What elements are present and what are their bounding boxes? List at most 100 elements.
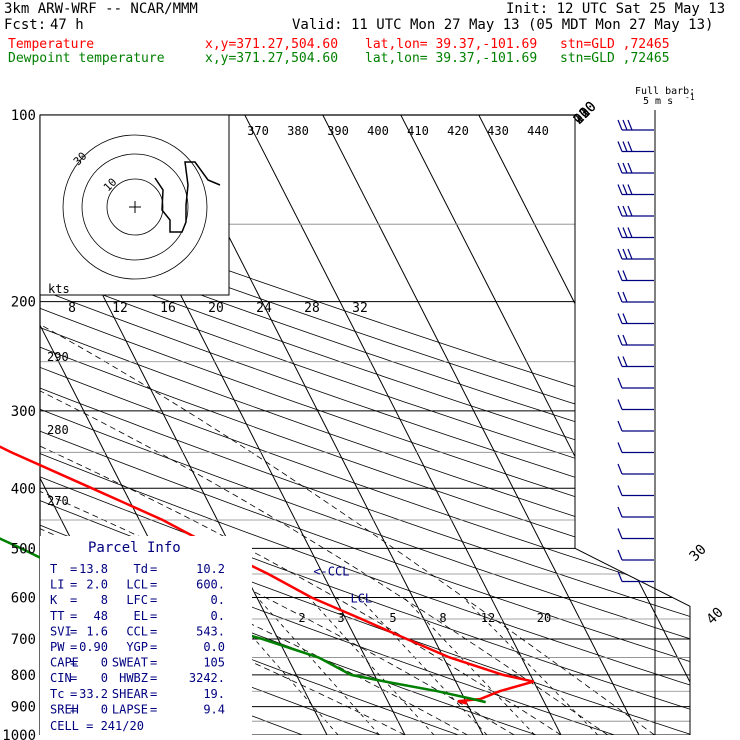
- barb-flag: [622, 356, 628, 367]
- temperature-legend-latlon: lat,lon= 39.37,-101.69: [365, 37, 538, 52]
- wind-barb: [617, 377, 654, 389]
- barb-flag: [622, 162, 628, 174]
- hodograph-ring: [81, 153, 189, 261]
- parcel-eq: =: [70, 702, 77, 716]
- barb-flag: [627, 184, 633, 195]
- parcel-value: 0.: [211, 593, 225, 607]
- parcel-eq: =: [150, 593, 157, 607]
- barb-flag: [617, 119, 623, 131]
- hodograph-kts-label: kts: [48, 282, 70, 296]
- barb-flag: [617, 356, 623, 367]
- wind-barb: [617, 248, 654, 260]
- barb-flag: [622, 184, 628, 195]
- parcel-value: 13.8: [79, 562, 108, 576]
- parcel-label: LFC: [126, 593, 148, 607]
- adiabat-label: 290: [47, 350, 69, 364]
- adiabat-label: 280: [47, 423, 69, 437]
- pressure-tick-label: 700: [11, 632, 36, 648]
- init-time: Init: 12 UTC Sat 25 May 13: [506, 1, 726, 17]
- barb-flag: [622, 270, 628, 281]
- theta-label: 410: [407, 124, 429, 138]
- hodograph-speed-label: 12: [112, 301, 128, 316]
- barb-flag: [622, 248, 628, 260]
- theta-label: 400: [367, 124, 389, 138]
- barb-flag: [622, 291, 628, 303]
- pressure-tick-label: 200: [11, 295, 36, 311]
- valid-time: Valid: 11 UTC Mon 27 May 13 (05 MDT Mon …: [292, 17, 714, 33]
- wind-barb: [617, 485, 654, 497]
- theta-label: 420: [447, 124, 469, 138]
- pressure-tick-label: 100: [11, 108, 36, 124]
- barb-flag: [622, 141, 628, 152]
- barb-flag: [617, 184, 623, 195]
- dewpoint-legend-station: stn=GLD ,72465: [560, 51, 670, 66]
- dewpoint-legend-latlon: lat,lon= 39.37,-101.69: [365, 51, 538, 66]
- parcel-value: 19.: [203, 687, 225, 701]
- barb-flag: [622, 205, 628, 217]
- barb-flag: [627, 162, 633, 174]
- hodograph-ring: [106, 178, 164, 236]
- barb-flag: [617, 205, 623, 217]
- parcel-value: 1.6: [86, 624, 108, 638]
- parcel-label: YGP: [126, 640, 148, 654]
- parcel-eq: =: [70, 578, 77, 592]
- parcel-label: T: [50, 562, 57, 576]
- barb-flag: [617, 463, 623, 475]
- pressure-tick-label: 900: [11, 700, 36, 716]
- parcel-label: SREH: [50, 702, 79, 716]
- barb-flag: [617, 270, 623, 281]
- theta-label: 390: [327, 124, 349, 138]
- parcel-eq: =: [70, 671, 77, 685]
- mixing-ratio-line: [403, 597, 536, 735]
- parcel-value: 105: [203, 656, 225, 670]
- parcel-eq: =: [70, 593, 77, 607]
- parcel-eq: =: [70, 562, 77, 576]
- parcel-eq: =: [150, 624, 157, 638]
- barb-flag: [622, 119, 628, 131]
- hodograph-speed-label: 8: [68, 301, 76, 316]
- wind-barb: [617, 549, 654, 561]
- theta-label: 430: [487, 124, 509, 138]
- hodograph-speed-label: 32: [352, 301, 368, 316]
- dewpoint-legend-xy: x,y=371.27,504.60: [205, 51, 339, 66]
- parcel-eq: =: [150, 578, 157, 592]
- mixing-ratio-line: [308, 597, 435, 735]
- full-barb-label: Full barb:: [635, 86, 695, 97]
- isotherm-line: [322, 115, 640, 735]
- parcel-label: SHEAR: [112, 687, 149, 701]
- hodograph-speed-label: 16: [160, 301, 176, 316]
- parcel-cell: CELL = 241/20: [50, 719, 144, 733]
- mixing-ratio-line: [256, 597, 380, 735]
- hodograph-speed-label: 24: [256, 301, 272, 316]
- wind-barb: [617, 334, 654, 346]
- parcel-label: K: [50, 593, 58, 607]
- parcel-value: 33.2: [79, 687, 108, 701]
- mixing-ratio-label: 8: [439, 611, 446, 625]
- barb-flag: [622, 334, 628, 346]
- parcel-label: LCL: [126, 578, 148, 592]
- parcel-label: SWEAT: [112, 656, 148, 670]
- right-axis-line: [574, 115, 691, 735]
- pressure-tick-label: 400: [11, 481, 36, 497]
- parcel-label: SVI: [50, 624, 72, 638]
- hodograph-speed-label: 28: [304, 301, 320, 316]
- forecast-hours: 47 h: [50, 17, 84, 33]
- wind-barb: [617, 399, 654, 411]
- parcel-label: HWBZ: [119, 671, 148, 685]
- parcel-eq: =: [150, 562, 157, 576]
- theta-label: 440: [527, 124, 549, 138]
- wind-barb: [617, 528, 654, 540]
- parcel-value: 8: [101, 593, 108, 607]
- parcel-value: 48: [94, 609, 108, 623]
- barb-flag: [617, 571, 623, 582]
- pressure-tick-label: 1000: [2, 728, 36, 740]
- wind-barb: [617, 205, 654, 217]
- wind-barb: [617, 291, 654, 303]
- wind-barb: [617, 506, 654, 518]
- pressure-tick-label: 800: [11, 668, 36, 684]
- mixing-ratio-label: 3: [337, 611, 344, 625]
